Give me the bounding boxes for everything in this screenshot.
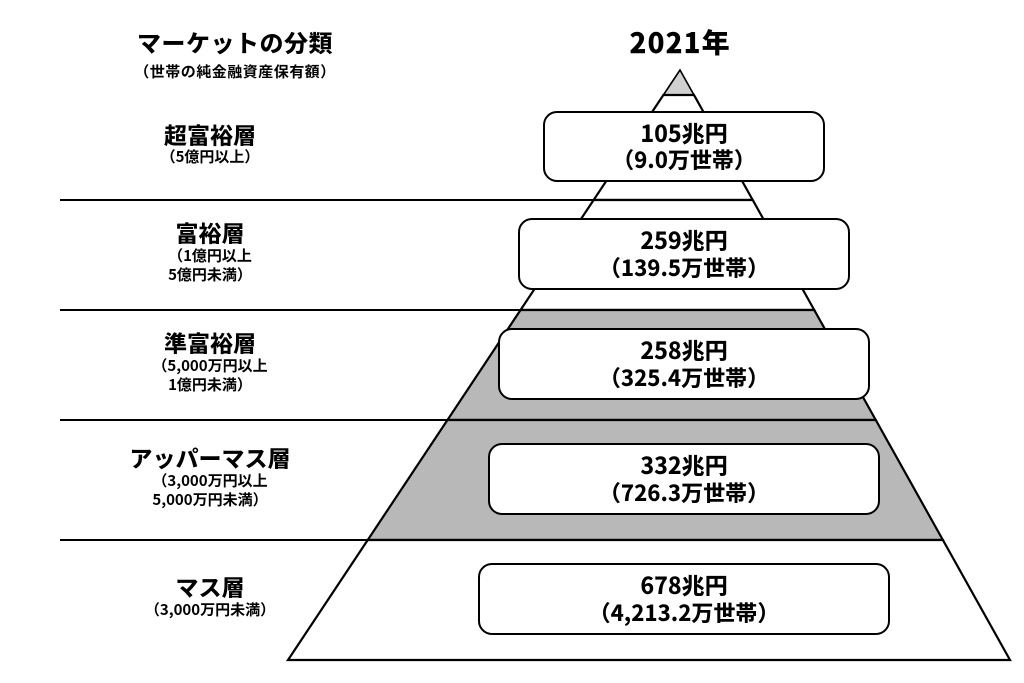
tier-label: マス層（3,000万円未満） — [60, 572, 360, 620]
tier-amount: 332兆円 — [514, 451, 854, 479]
tier-label: 準富裕層（5,000万円以上1億円未満） — [60, 328, 360, 394]
tier-data-pill: 259兆円（139.5万世帯） — [518, 218, 850, 290]
tier-criteria-1: （5億円以上） — [60, 148, 360, 167]
tier-households: （726.3万世帯） — [514, 479, 854, 505]
tier-households: （9.0万世帯） — [569, 146, 799, 172]
tier-data-pill: 105兆円（9.0万世帯） — [543, 111, 825, 183]
tier-data-pill: 258兆円（325.4万世帯） — [498, 328, 870, 400]
tier-data-pill: 678兆円（4,213.2万世帯） — [478, 563, 890, 635]
diagram-stage: マーケットの分類 （世帯の純金融資産保有額） 2021年 超富裕層（5億円以上）… — [0, 0, 1024, 683]
header-left-subtitle: （世帯の純金融資産保有額） — [90, 61, 380, 82]
tier-name: 富裕層 — [60, 218, 360, 247]
tier-criteria-1: （1億円以上 — [60, 247, 360, 266]
tier-name: 超富裕層 — [60, 120, 360, 149]
tier-criteria-1: （3,000万円以上 — [60, 472, 360, 491]
tier-label: 超富裕層（5億円以上） — [60, 120, 360, 168]
tier-name: アッパーマス層 — [60, 443, 360, 472]
tier-amount: 105兆円 — [569, 119, 799, 147]
tier-name: マス層 — [60, 572, 360, 601]
tier-name: 準富裕層 — [60, 328, 360, 357]
tier-amount: 678兆円 — [504, 571, 864, 599]
tier-criteria-1: （5,000万円以上 — [60, 357, 360, 376]
tier-criteria-2: 5億円未満） — [60, 266, 360, 285]
tier-households: （139.5万世帯） — [544, 254, 824, 280]
header-year: 2021年 — [530, 22, 830, 62]
tier-label: 富裕層（1億円以上5億円未満） — [60, 218, 360, 284]
tier-criteria-2: 1億円未満） — [60, 376, 360, 395]
tier-households: （325.4万世帯） — [524, 364, 844, 390]
tier-label: アッパーマス層（3,000万円以上5,000万円未満） — [60, 443, 360, 509]
tier-households: （4,213.2万世帯） — [504, 599, 864, 625]
header-left-title: マーケットの分類 — [90, 24, 380, 59]
tier-amount: 258兆円 — [524, 336, 844, 364]
tier-data-pill: 332兆円（726.3万世帯） — [488, 443, 880, 515]
tier-criteria-1: （3,000万円未満） — [60, 601, 360, 620]
header-left: マーケットの分類 （世帯の純金融資産保有額） — [90, 24, 380, 82]
tier-criteria-2: 5,000万円未満） — [60, 491, 360, 510]
tier-amount: 259兆円 — [544, 226, 824, 254]
